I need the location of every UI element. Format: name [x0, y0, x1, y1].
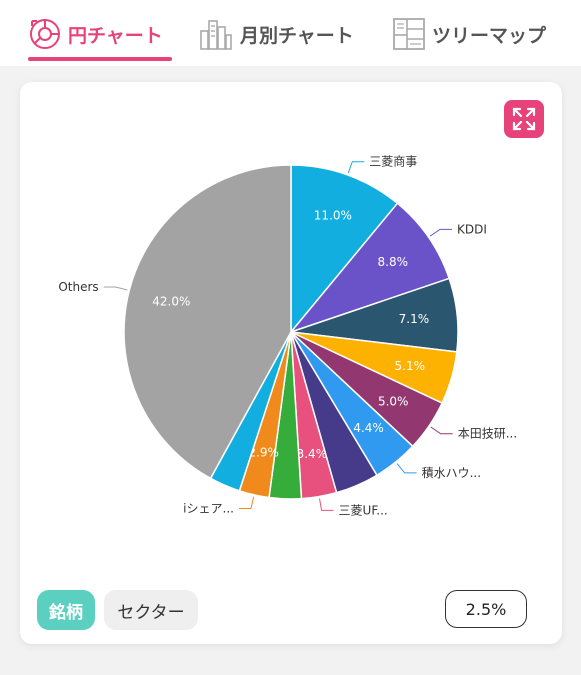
slice-category-label: KDDI: [457, 222, 487, 236]
slice-category-label: 本田技研...: [458, 427, 517, 441]
slice-value-label: 7.1%: [399, 312, 430, 326]
slice-value-label: 4.4%: [353, 421, 384, 435]
chart-type-tabs: 円チャート 月別チャート ツリーマップ: [0, 0, 581, 66]
slice-value-label: 42.0%: [152, 294, 190, 308]
tab-pie-chart[interactable]: 円チャート: [28, 14, 163, 54]
slice-leader-line: [319, 498, 334, 511]
treemap-icon: [393, 18, 425, 50]
pie-slice[interactable]: [123, 164, 292, 480]
slice-leader-line: [103, 286, 128, 291]
tab-treemap[interactable]: ツリーマップ: [392, 14, 546, 54]
slice-category-label: iシェア...: [183, 502, 234, 516]
pie-chart-icon: [30, 19, 60, 49]
slice-value-label: 11.0%: [314, 209, 352, 223]
slice-value-label: 5.0%: [378, 394, 409, 408]
tab-label: 月別チャート: [240, 24, 354, 47]
chart-card: 11.0% 三菱商事 8.8% KDDI 7.1% 5.1% 5.0% 本田技研... 4.4%…: [20, 82, 562, 644]
threshold-selector[interactable]: 2.5%: [445, 590, 527, 628]
slice-category-label: 三菱UF...: [339, 503, 388, 517]
tab-label: 円チャート: [68, 24, 163, 47]
slice-category-label: 積水ハウ...: [422, 465, 481, 480]
slice-category-label: 三菱商事: [369, 154, 417, 169]
buildings-icon: [200, 20, 232, 50]
slice-value-label: 8.8%: [378, 255, 409, 269]
slice-value-label: 5.1%: [395, 359, 426, 373]
slice-category-label: Others: [58, 280, 98, 294]
slice-leader-line: [430, 426, 453, 435]
tab-label: ツリーマップ: [432, 24, 547, 47]
filter-stock-button[interactable]: 銘柄: [37, 590, 95, 630]
active-tab-indicator: [28, 57, 172, 61]
pie-slice[interactable]: [290, 164, 399, 335]
slice-value-label: 2.9%: [248, 446, 279, 460]
slice-leader-line: [347, 161, 365, 174]
slice-leader-line: [238, 496, 255, 510]
expand-icon: [512, 107, 536, 131]
expand-button[interactable]: [504, 100, 544, 138]
slice-leader-line: [396, 463, 417, 474]
slice-leader-line: [429, 228, 453, 237]
tab-monthly-chart[interactable]: 月別チャート: [198, 14, 354, 54]
slice-value-label: 3.4%: [297, 447, 328, 461]
filter-sector-button[interactable]: セクター: [104, 590, 198, 630]
pie-slice[interactable]: [288, 202, 451, 334]
pie-chart: 11.0% 三菱商事 8.8% KDDI 7.1% 5.1% 5.0% 本田技研... 4.4%…: [58, 154, 517, 518]
